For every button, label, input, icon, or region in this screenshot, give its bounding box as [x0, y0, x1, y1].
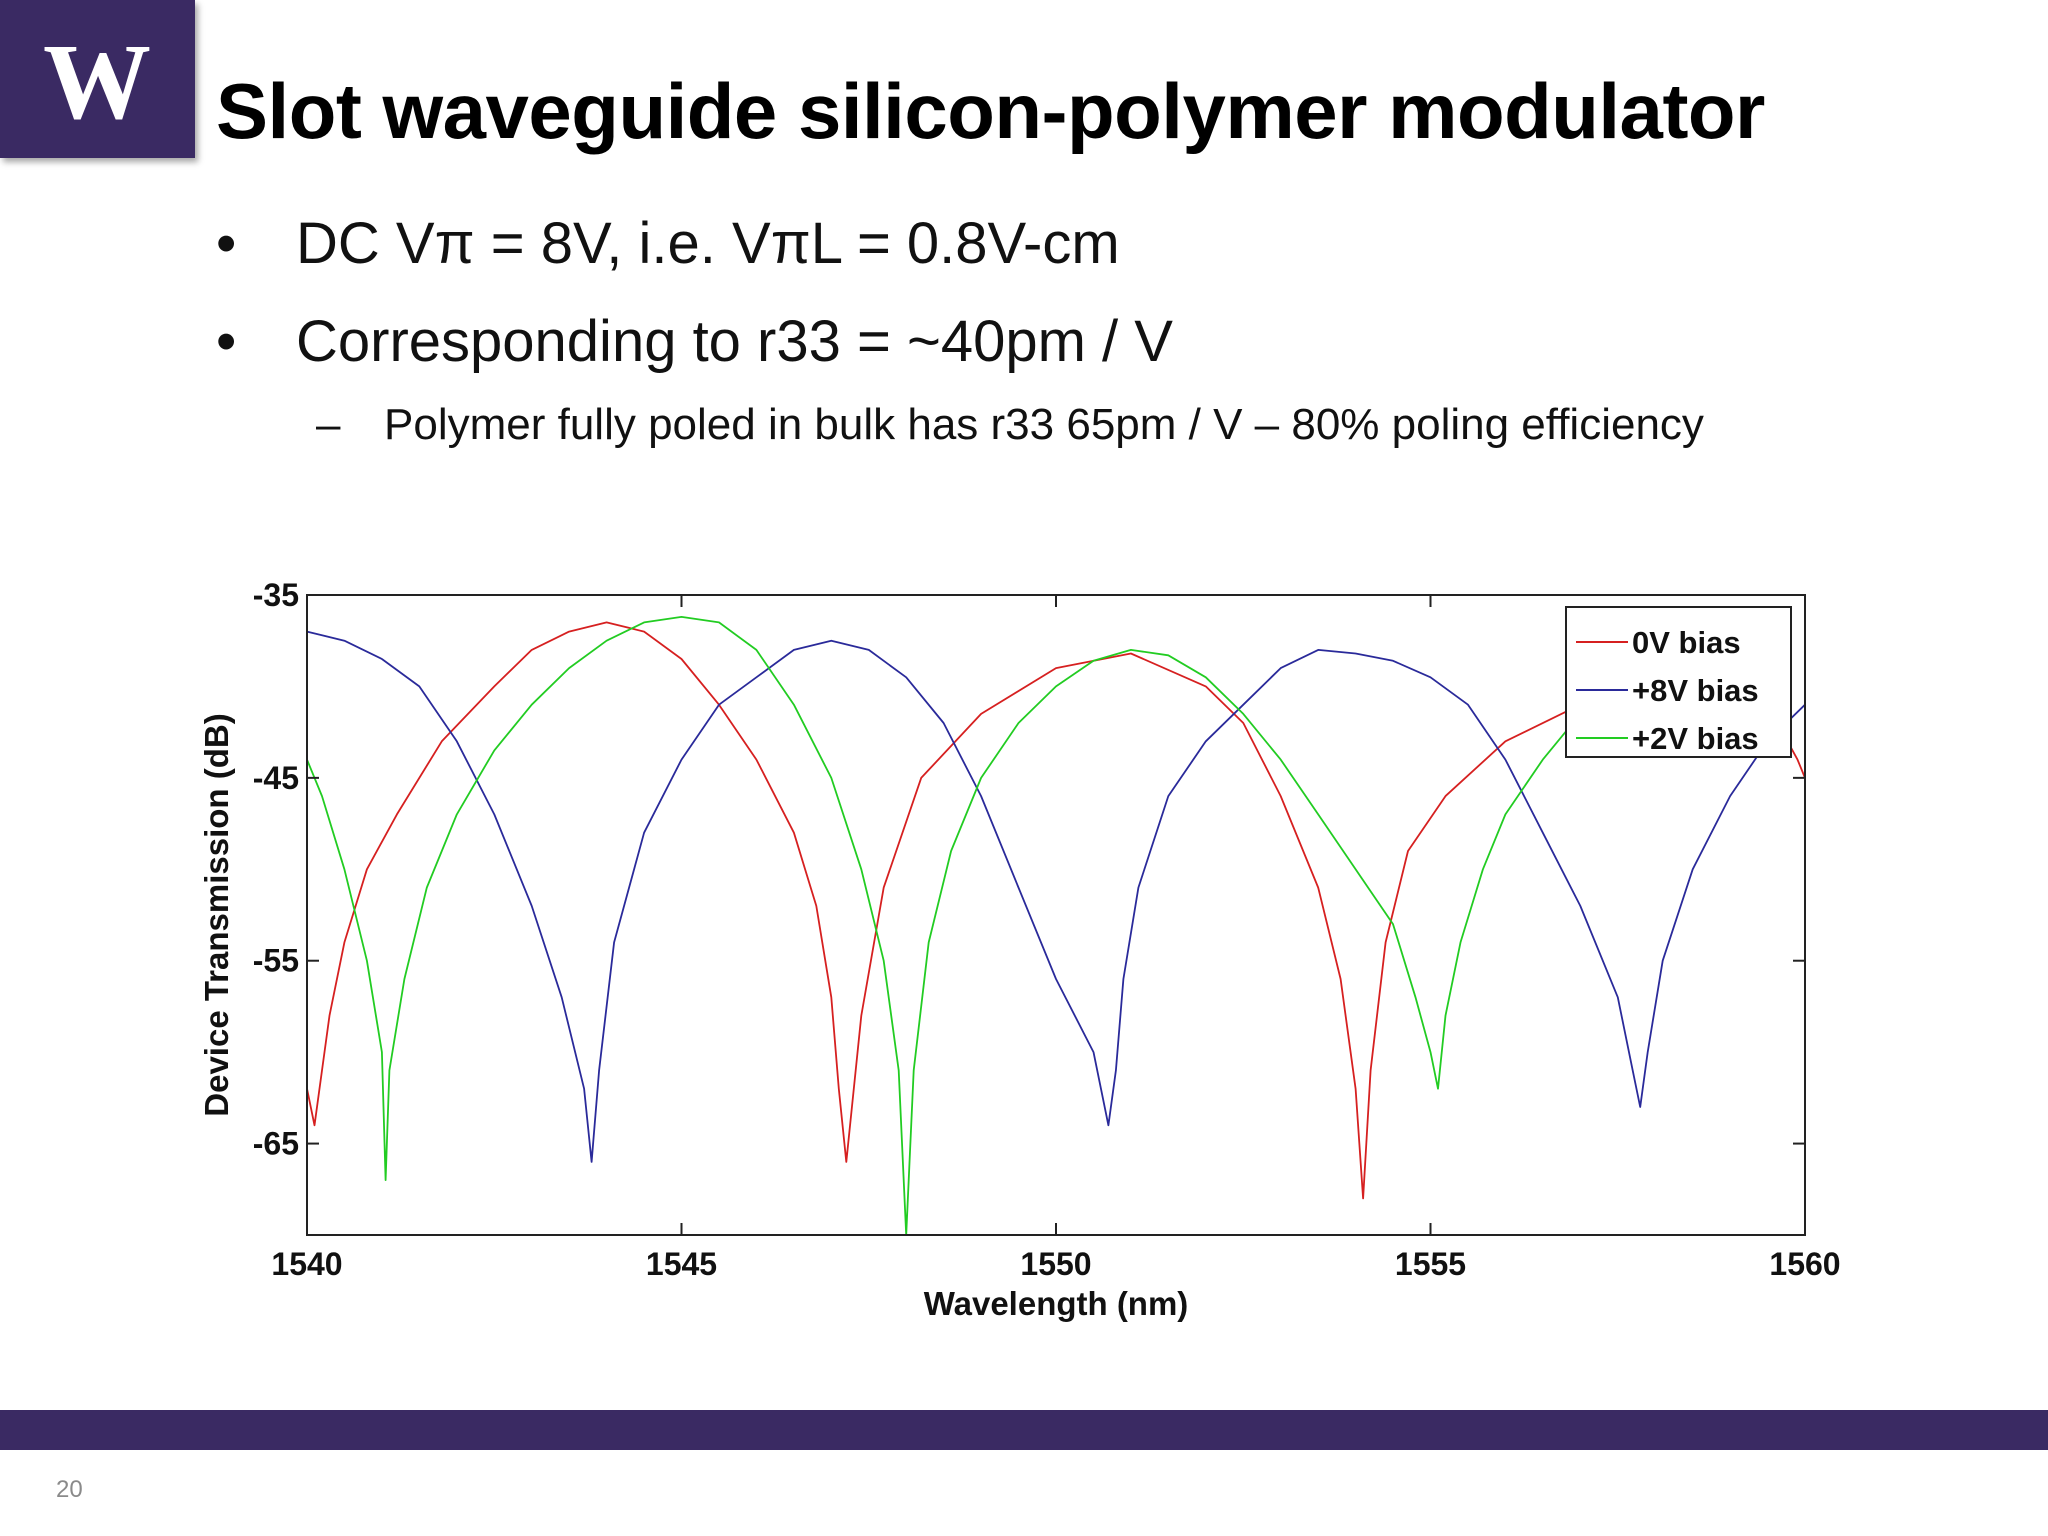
x-tick-label: 1555 [1395, 1246, 1466, 1282]
x-axis-label: Wavelength (nm) [924, 1285, 1189, 1322]
series-line-1 [306, 621, 1806, 1200]
sub-bullet-text: Polymer fully poled in bulk has r33 65pm… [384, 400, 1704, 449]
bullet-text-1: DC Vπ = 8V, i.e. VπL = 0.8V-cm [296, 211, 1120, 276]
bullet-text-2: Corresponding to r33 = ~40pm / V [296, 309, 1173, 374]
footer-bar [0, 1410, 2048, 1450]
y-tick-label: -35 [253, 577, 299, 613]
logo-w-icon: W [43, 23, 151, 142]
series-layer [306, 616, 1806, 1236]
chart-legend: 0V bias +8V bias +2V bias [1565, 606, 1792, 758]
x-tick-label: 1540 [271, 1246, 342, 1282]
legend-box [1565, 606, 1792, 758]
y-tick-label: -65 [253, 1126, 299, 1162]
legend-label: 0V bias [1632, 625, 1741, 660]
sub-bullet-marker: – [316, 400, 341, 449]
y-tick-label: -45 [253, 760, 299, 796]
series-line-2 [306, 630, 1806, 1163]
tick-layer: 1540 1545 1550 1555 1560 -35 -45 -55 -65 [253, 577, 1841, 1282]
y-tick-label: -55 [253, 943, 299, 979]
series-line-3 [306, 616, 1656, 1236]
logo-letter: W [43, 23, 151, 142]
x-tick-label: 1560 [1769, 1246, 1840, 1282]
bullet-marker: • [216, 211, 237, 276]
x-tick-label: 1550 [1020, 1246, 1091, 1282]
plot-background [307, 595, 1805, 1235]
legend-label: +8V bias [1632, 673, 1759, 708]
bullet-item: • DC Vπ = 8V, i.e. VπL = 0.8V-cm [216, 210, 1120, 277]
legend-label: +2V bias [1632, 721, 1759, 756]
bullet-marker: • [216, 309, 237, 374]
bullet-item: • Corresponding to r33 = ~40pm / V [216, 308, 1173, 375]
x-tick-label: 1545 [646, 1246, 717, 1282]
transmission-chart: 1540 1545 1550 1555 1560 -35 -45 -55 -65 Wavelen… [198, 577, 1841, 1322]
page-number: 20 [56, 1476, 83, 1503]
university-logo: W [0, 0, 195, 158]
slide-title: Slot waveguide silicon-polymer modulator [216, 67, 1765, 155]
sub-bullet-item: – Polymer fully poled in bulk has r33 65p… [316, 400, 1704, 450]
y-axis-label: Device Transmission (dB) [198, 713, 235, 1116]
